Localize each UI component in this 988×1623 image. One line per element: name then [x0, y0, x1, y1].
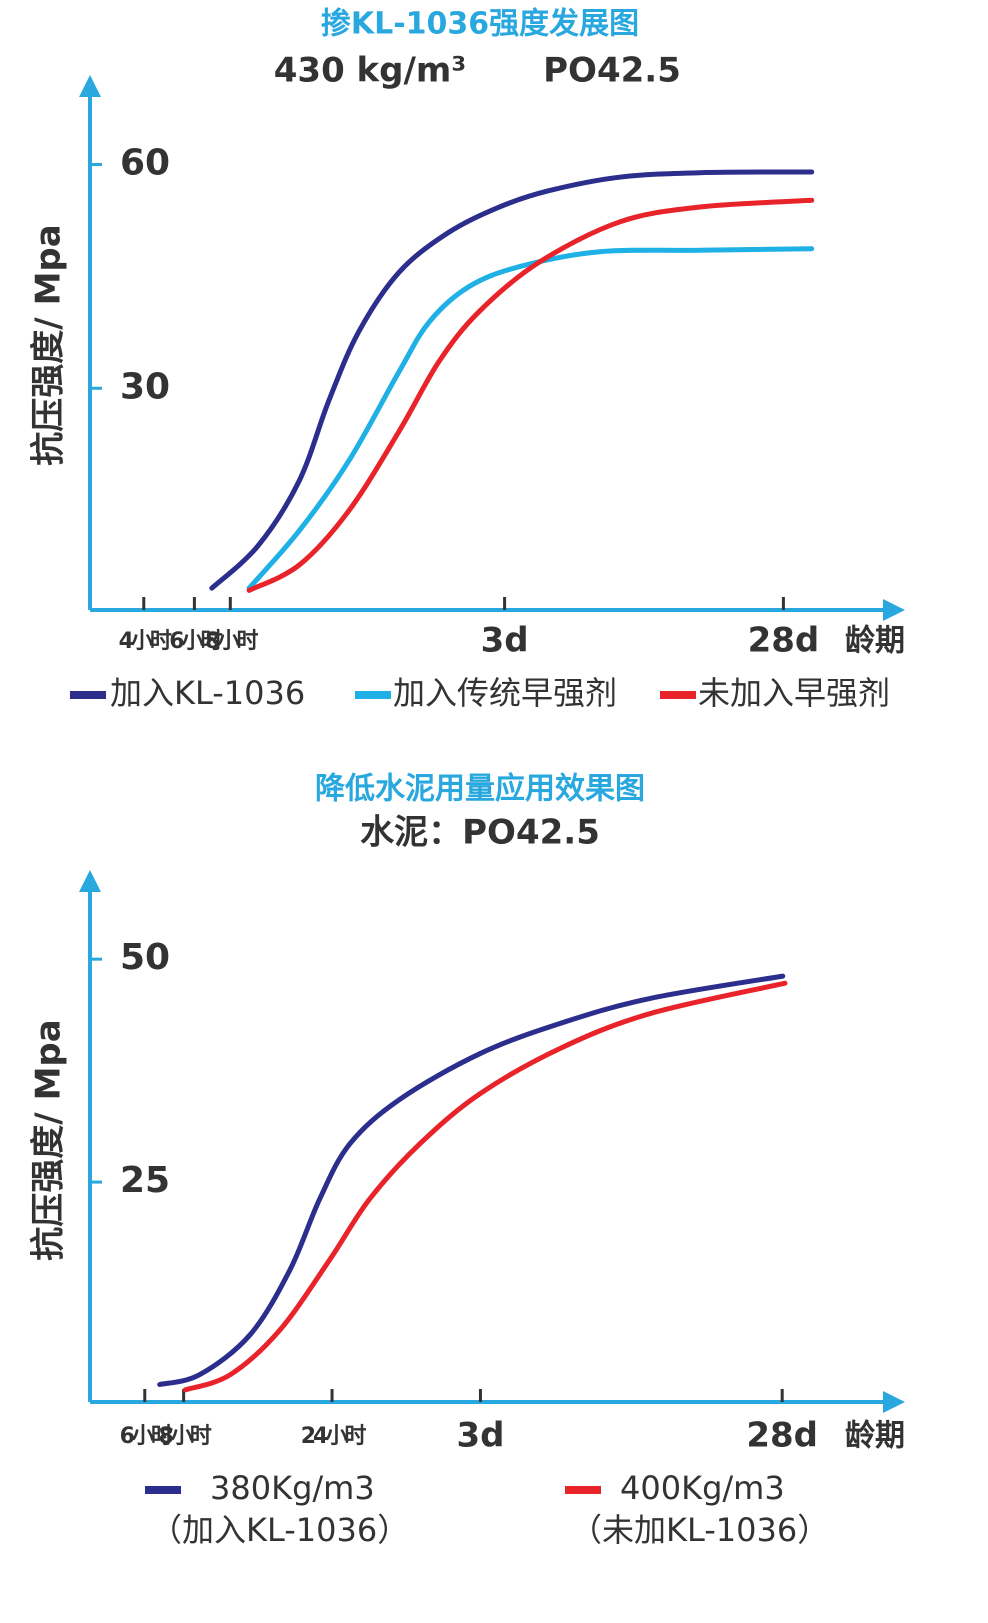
x-tick-label: 8小时	[205, 629, 258, 654]
x-tick-label: 28d	[748, 621, 820, 661]
y-tick-label: 30	[120, 366, 170, 407]
y-axis-label: 抗压强度/ Mpa	[29, 224, 69, 465]
chart-title: 掺KL-1036强度发展图	[321, 7, 639, 42]
legend-label: 380Kg/m3	[210, 1469, 375, 1507]
chart-subtitle: PO42.5	[543, 51, 681, 91]
chart-subtitle: 430 kg/m³	[274, 51, 467, 91]
line-series	[157, 973, 786, 1387]
x-tick-label: 24小时	[301, 1424, 367, 1449]
x-tick-label: 6小时	[120, 1424, 173, 1449]
x-tick-label: 28d	[746, 1416, 818, 1456]
x-tick-label: 8小时	[158, 1424, 211, 1449]
legend-caption: （加入KL-1036）	[150, 1511, 409, 1549]
y-tick-label: 60	[120, 143, 170, 184]
chart-title: 降低水泥用量应用效果图	[315, 772, 645, 807]
x-axis-arrow	[883, 1391, 905, 1413]
x-axis-label: 龄期	[845, 624, 905, 659]
x-axis-arrow	[883, 599, 905, 621]
y-axis-arrow	[79, 870, 101, 892]
x-tick-label: 3d	[481, 621, 529, 661]
line-series	[246, 246, 815, 591]
y-axis-arrow	[79, 75, 101, 97]
legend-label: 加入KL-1036	[110, 674, 305, 712]
chart-subtitle: 水泥：PO42.5	[360, 813, 600, 853]
legend-label: 加入传统早强剂	[393, 674, 617, 712]
legend-label: 未加入早强剂	[698, 674, 890, 712]
line-series	[182, 980, 788, 1393]
y-tick-label: 50	[120, 937, 170, 978]
x-tick-label: 3d	[456, 1416, 504, 1456]
x-axis-label: 龄期	[845, 1419, 905, 1454]
line-series	[209, 169, 815, 591]
legend-caption: （未加KL-1036）	[570, 1511, 829, 1549]
legend-label: 400Kg/m3	[620, 1469, 785, 1507]
y-tick-label: 25	[120, 1160, 170, 1201]
x-tick-label: 4小时	[119, 629, 172, 654]
line-series	[246, 197, 815, 593]
x-tick-label: 6小时	[169, 629, 222, 654]
y-axis-label: 抗压强度/ Mpa	[29, 1019, 69, 1260]
